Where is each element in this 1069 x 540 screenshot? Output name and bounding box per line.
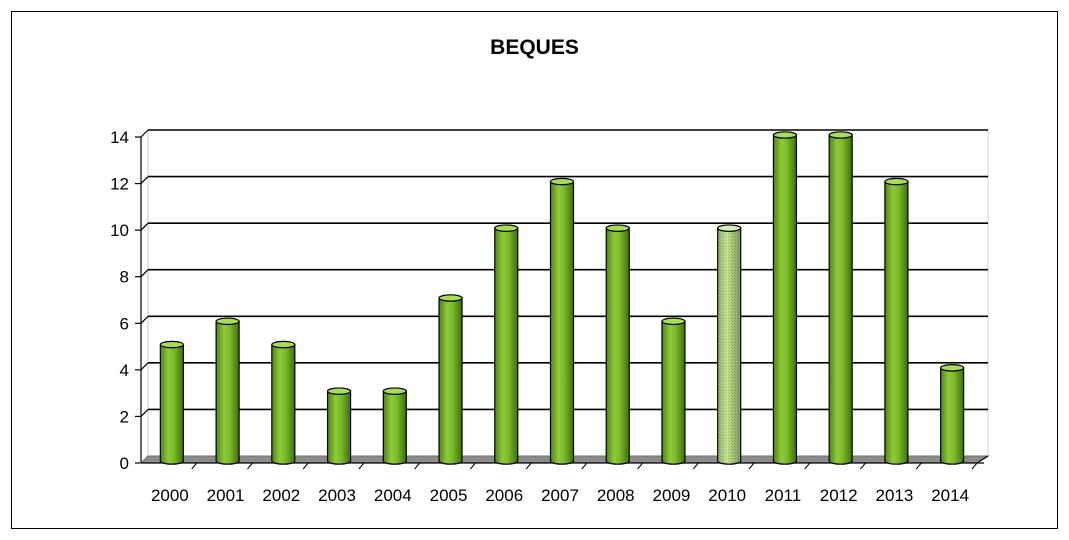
bar-top [661, 317, 686, 326]
x-tick-mark [358, 462, 365, 470]
gridline-diagonal [140, 409, 149, 417]
bar-2013 [884, 177, 909, 465]
bar-body [438, 297, 463, 465]
y-tick-label: 0 [120, 454, 129, 473]
y-tick-label: 2 [120, 407, 129, 426]
bar-body [884, 180, 909, 465]
bar-2006 [494, 224, 519, 465]
bar-2004 [382, 387, 407, 465]
bar-2010 [717, 224, 742, 465]
bar-body [271, 343, 296, 465]
bar-2005 [438, 294, 463, 465]
bar-body [494, 227, 519, 465]
x-tick-label: 2002 [262, 486, 300, 505]
bar-2011 [772, 131, 798, 465]
x-tick-label: 2000 [151, 486, 189, 505]
bar-top [494, 224, 519, 232]
bar-shade [717, 228, 741, 465]
x-tick-label: 2009 [653, 486, 691, 505]
floor-right-edge [976, 455, 989, 464]
bar-top [271, 340, 296, 349]
bar-2012 [828, 131, 853, 465]
bar-top [717, 224, 742, 232]
y-tick-label: 6 [120, 314, 129, 333]
gridline-diagonal [140, 129, 149, 138]
bar-2007 [549, 177, 575, 465]
x-tick-label: 2001 [207, 486, 245, 505]
bar-top [940, 364, 965, 372]
x-tick-mark [748, 462, 755, 470]
x-tick-mark [525, 462, 532, 470]
x-tick-mark [414, 462, 421, 470]
bar-2008 [605, 224, 630, 465]
bar-top [215, 317, 240, 326]
x-tick-mark [915, 462, 922, 470]
bar-body [215, 320, 240, 465]
bar-body [326, 390, 352, 465]
bar-body [382, 390, 407, 465]
bar-2000 [159, 340, 184, 465]
x-tick-mark [860, 462, 866, 470]
gridline-diagonal [140, 269, 149, 278]
y-tick-label: 4 [120, 361, 129, 380]
bar-2003 [326, 387, 352, 465]
x-tick-mark [247, 462, 253, 470]
x-tick-label: 2007 [541, 486, 579, 505]
x-tick-mark [804, 462, 811, 470]
bar-2001 [215, 317, 240, 465]
x-tick-label: 2006 [485, 486, 523, 505]
x-tick-label: 2014 [931, 486, 969, 505]
bar-body [549, 180, 575, 465]
bar-top [828, 131, 853, 139]
bar-body [661, 320, 686, 465]
gridline-diagonal [140, 315, 149, 324]
x-tick-mark [302, 462, 309, 470]
y-tick-label: 14 [110, 128, 129, 147]
x-tick-label: 2012 [820, 486, 858, 505]
chart-title: BEQUES [490, 36, 579, 59]
bar-2014 [940, 364, 965, 465]
gridline-diagonal [140, 176, 149, 184]
bar-top [772, 131, 798, 139]
y-tick-label: 12 [110, 175, 129, 194]
bar-2009 [661, 317, 686, 465]
y-tick-label: 8 [120, 268, 129, 287]
x-tick-label: 2010 [708, 486, 746, 505]
bar-top [884, 177, 909, 186]
x-tick-label: 2011 [765, 486, 802, 505]
bar-top [438, 294, 463, 302]
x-tick-label: 2013 [875, 486, 913, 505]
bar-top [159, 340, 184, 349]
x-tick-label: 2004 [374, 486, 412, 505]
x-tick-mark [191, 462, 198, 470]
bar-top [382, 387, 407, 395]
x-tick-mark [692, 462, 699, 470]
x-tick-label: 2003 [318, 486, 356, 505]
bar-2002 [271, 340, 296, 465]
bar-top [326, 387, 352, 395]
bar-body [605, 227, 630, 465]
x-tick-label: 2005 [430, 486, 468, 505]
x-tick-label: 2008 [597, 486, 635, 505]
bar-top [605, 224, 630, 232]
gridline-diagonal [140, 222, 149, 231]
x-tick-mark [637, 462, 643, 470]
bar-top [549, 177, 575, 186]
x-tick-mark [470, 462, 476, 470]
x-tick-mark [581, 462, 588, 470]
gridline-diagonal [140, 362, 149, 371]
y-tick-label: 10 [110, 221, 129, 240]
bar-body [159, 343, 184, 465]
bar-body [828, 134, 853, 465]
x-tick-mark [971, 462, 978, 470]
bar-body [940, 367, 965, 465]
bar-body [772, 134, 798, 465]
